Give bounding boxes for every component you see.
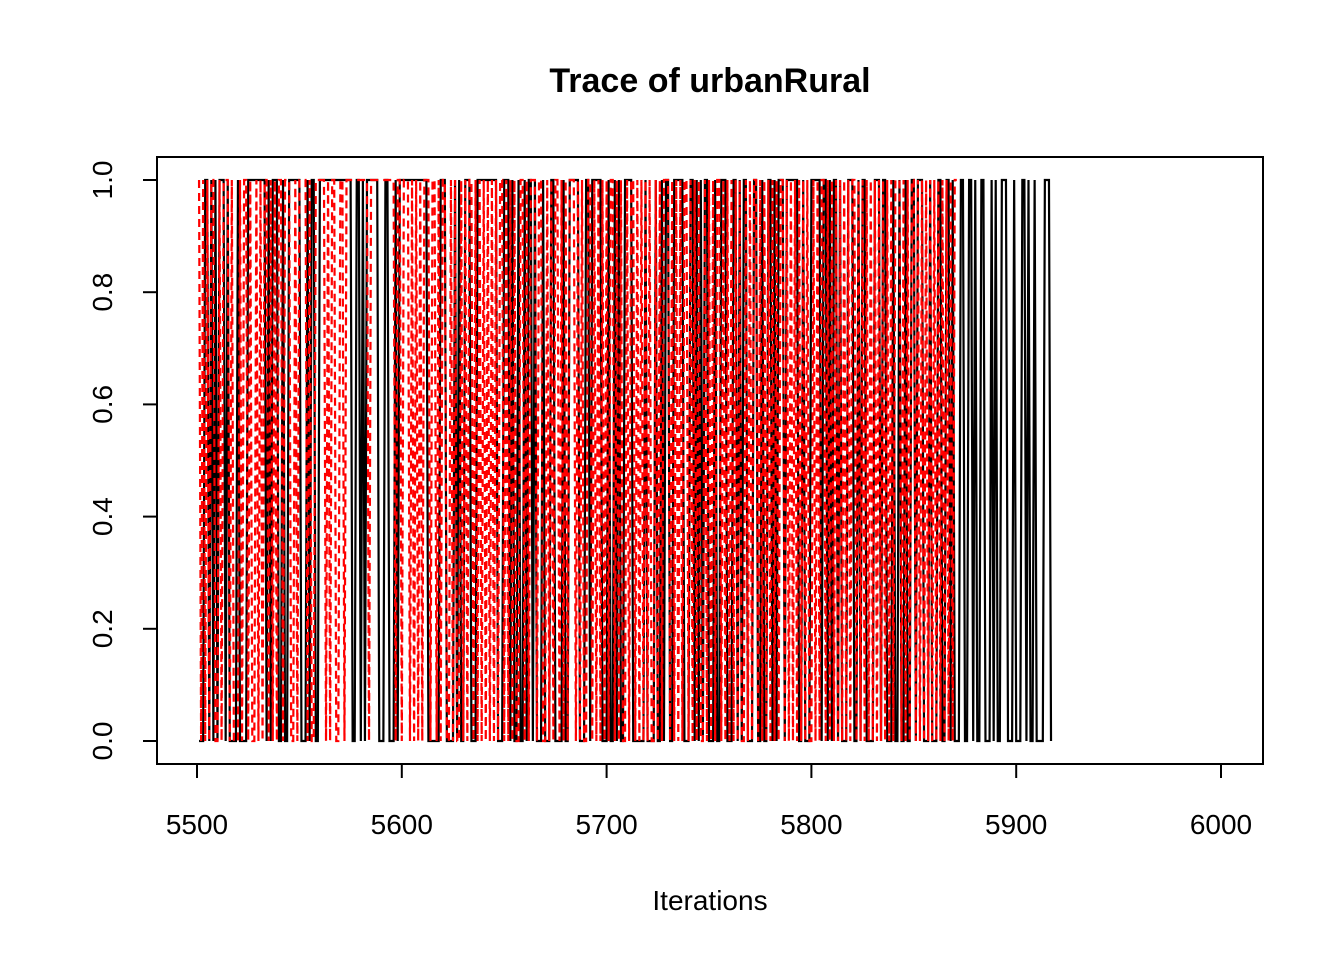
- x-tick-label: 5500: [166, 809, 228, 840]
- series-layer: [197, 178, 1053, 743]
- chart-title: Trace of urbanRural: [549, 62, 870, 100]
- x-axis-label: Iterations: [652, 885, 767, 916]
- x-tick-label: 5800: [780, 809, 842, 840]
- y-tick-label: 1.0: [87, 161, 118, 200]
- x-tick-label: 5600: [371, 809, 433, 840]
- y-tick-label: 0.4: [87, 497, 118, 536]
- series-line-1: [199, 178, 1053, 743]
- y-tick-label: 0.8: [87, 273, 118, 312]
- y-tick-label: 0.6: [87, 385, 118, 424]
- x-tick-label: 6000: [1190, 809, 1252, 840]
- y-tick-label: 0.0: [87, 722, 118, 761]
- series-line-2: [197, 178, 957, 743]
- y-tick-label: 0.2: [87, 609, 118, 648]
- x-tick-label: 5900: [985, 809, 1047, 840]
- x-tick-label: 5700: [575, 809, 637, 840]
- y-axis: 0.0 0.2 0.4 0.6 0.8 1.0: [87, 161, 158, 761]
- x-axis: 5500 5600 5700 5800 5900 6000: [166, 763, 1252, 840]
